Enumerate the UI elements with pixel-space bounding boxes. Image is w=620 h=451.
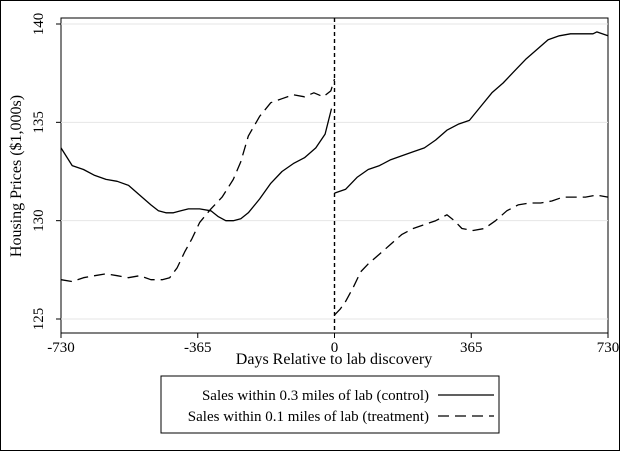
- legend-label-control: Sales within 0.3 miles of lab (control): [202, 388, 429, 404]
- x-tick-label: 0: [331, 340, 339, 356]
- series-control-line-segment-2: [334, 31, 609, 194]
- x-tick-label: 365: [460, 340, 483, 356]
- x-axis-title: Days Relative to lab discovery: [236, 351, 432, 368]
- x-tick-label: -365: [184, 340, 212, 356]
- legend-label-treatment: Sales within 0.1 miles of lab (treatment…: [188, 409, 429, 425]
- x-tick-label: -730: [47, 340, 75, 356]
- axes: 125 130 135 140 -730 -365 0 365 730: [31, 13, 619, 356]
- y-tick-label: 125: [31, 308, 47, 331]
- series-control-line-segment-1: [60, 108, 333, 222]
- y-tick-label: 130: [31, 209, 47, 232]
- x-tick-label: 730: [597, 340, 619, 356]
- legend-box: [160, 375, 500, 434]
- series-layer: [60, 31, 609, 316]
- y-tick-label: 135: [31, 111, 47, 134]
- legend: Sales within 0.3 miles of lab (control) …: [160, 375, 500, 434]
- y-axis-title: Housing Prices ($1,000s): [8, 95, 25, 257]
- series-treatment-line-segment-1: [60, 78, 336, 283]
- y-tick-label: 140: [31, 13, 47, 36]
- series-treatment-line-segment-2: [334, 194, 609, 316]
